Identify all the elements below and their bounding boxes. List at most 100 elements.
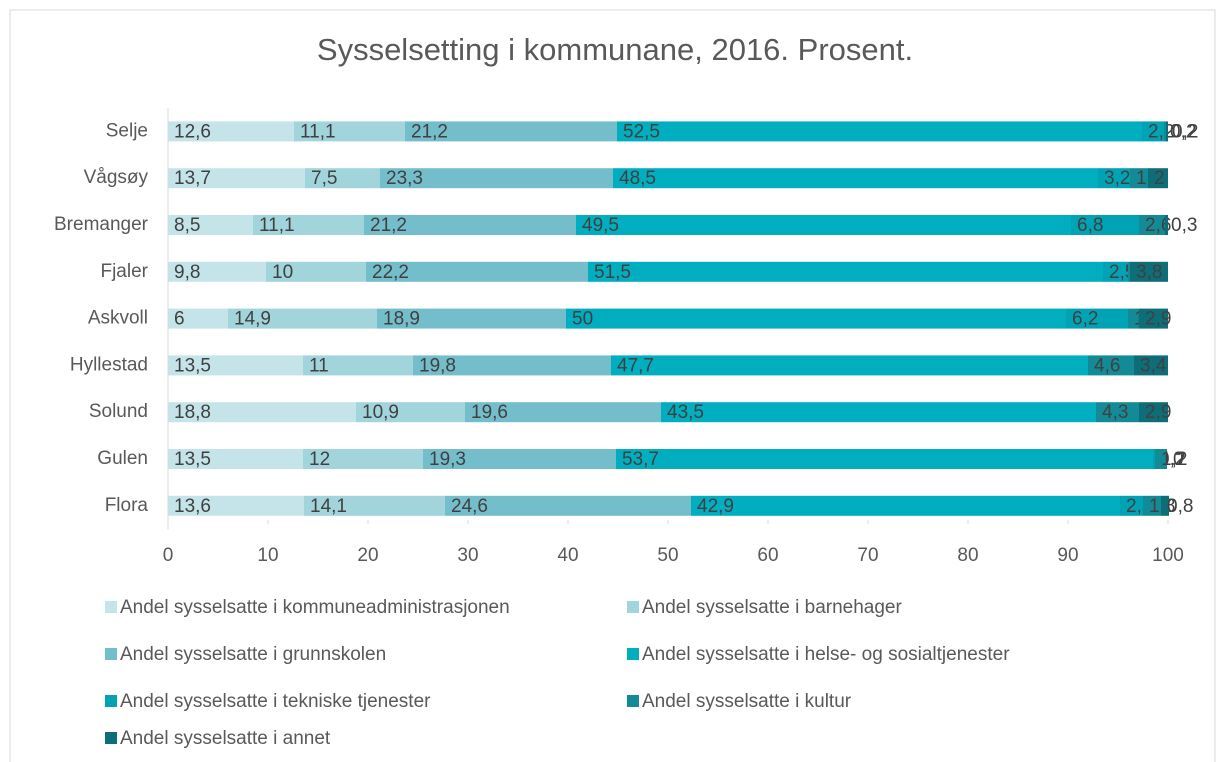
bar-segment	[613, 168, 1098, 189]
bar-segment	[294, 121, 405, 142]
bar-segment	[661, 402, 1096, 423]
bar-segment	[266, 261, 366, 282]
data-label: 8,5	[174, 215, 200, 236]
data-label: 19,8	[419, 355, 456, 376]
bar-segment	[445, 495, 691, 516]
x-tick-label: 0	[163, 545, 174, 566]
bar-segment	[1130, 261, 1168, 282]
data-label: 6,8	[1077, 215, 1103, 236]
bar-segment	[1139, 215, 1165, 235]
legend-swatch	[627, 695, 639, 707]
data-label: 51,5	[594, 262, 631, 283]
bar-segment	[1088, 355, 1134, 376]
data-label: 10	[272, 262, 293, 283]
bar-segment	[168, 402, 356, 423]
bar-segment	[1142, 121, 1164, 142]
legend-label: Andel sysselsatte i helse- og sosialtjen…	[642, 644, 1010, 665]
data-label: 0	[1173, 449, 1184, 470]
data-label: 0,3	[1171, 215, 1197, 236]
data-label: 2	[1154, 168, 1165, 189]
bar-segment	[465, 402, 661, 423]
data-label: 10,9	[362, 402, 399, 423]
bar-segment	[304, 495, 445, 516]
x-tick-label: 20	[357, 545, 378, 566]
bar-segment	[228, 308, 377, 329]
bar-segment	[253, 215, 364, 235]
bar-segment	[1155, 449, 1167, 469]
data-label: 6,2	[1072, 309, 1098, 330]
bar-segment	[364, 215, 576, 235]
bar-segment	[303, 355, 413, 376]
data-label: 23,3	[386, 168, 423, 189]
y-tick-label: Bremanger	[54, 214, 149, 235]
data-label: 24,6	[451, 496, 488, 517]
bar-segment	[1120, 495, 1143, 516]
data-label: 14,1	[310, 496, 347, 517]
data-label: 13,6	[174, 496, 211, 517]
x-tick-label: 100	[1152, 545, 1184, 566]
x-tick-label: 10	[257, 545, 278, 566]
data-label: 19,6	[471, 402, 508, 423]
bar-segment	[380, 168, 613, 189]
data-label: 2,6	[1145, 215, 1171, 236]
data-label: 13,7	[174, 168, 211, 189]
legend-label: Andel sysselsatte i kommuneadministrasjo…	[120, 597, 510, 618]
data-label: 43,5	[667, 402, 704, 423]
data-label: 13,5	[174, 355, 211, 376]
bar-segment	[1096, 402, 1139, 423]
y-tick-label: Askvoll	[88, 308, 148, 329]
legend-label: Andel sysselsatte i tekniske tjenester	[120, 691, 431, 712]
legend-label: Andel sysselsatte i grunnskolen	[120, 644, 386, 665]
bar-segment	[611, 355, 1088, 376]
bar-segment	[356, 402, 465, 423]
data-label: 19,3	[429, 449, 466, 470]
data-label: 18,8	[174, 402, 211, 423]
data-label: 2,9	[1145, 402, 1171, 423]
data-label: 48,5	[619, 168, 656, 189]
legend-label: Andel sysselsatte i barnehager	[642, 597, 902, 618]
bar-segment	[576, 215, 1071, 235]
legend-swatch	[105, 601, 117, 613]
y-tick-label: Solund	[89, 401, 148, 422]
data-label: 3,8	[1136, 262, 1162, 283]
data-label: 18,9	[383, 309, 420, 330]
bar-segment	[1071, 215, 1139, 235]
bar-segment	[1128, 308, 1139, 329]
bar-segment	[168, 215, 253, 235]
data-label: 2,9	[1145, 309, 1171, 330]
y-tick-label: Gulen	[97, 448, 148, 469]
data-label: 22,2	[372, 262, 409, 283]
bar-segment	[1098, 168, 1130, 189]
data-label: 14,9	[234, 309, 271, 330]
bar-segment	[168, 261, 266, 282]
bar-segment	[305, 168, 380, 189]
legend-swatch	[105, 732, 117, 744]
legend-swatch	[627, 648, 639, 660]
chart-title: Sysselsetting i kommunane, 2016. Prosent…	[317, 32, 913, 67]
y-tick-label: Flora	[105, 495, 149, 516]
bar-segment	[1164, 121, 1166, 142]
x-tick-label: 40	[557, 545, 578, 566]
data-label: 0,2	[1172, 121, 1198, 142]
data-label: 21,2	[370, 215, 407, 236]
bar-segment	[616, 449, 1153, 469]
x-tick-label: 90	[1057, 545, 1078, 566]
bar-segment	[1134, 355, 1168, 376]
data-label: 42,9	[697, 496, 734, 517]
legend-swatch	[105, 648, 117, 660]
bar-segment	[1103, 261, 1128, 282]
bar-segment	[588, 261, 1103, 282]
data-label: 6	[174, 309, 185, 330]
bar-segment	[423, 449, 616, 469]
data-label: 11,1	[300, 121, 336, 142]
data-label: 4,6	[1094, 355, 1120, 376]
data-label: 0,2	[1170, 121, 1196, 142]
data-label: 7,5	[311, 168, 337, 189]
data-label: 49,5	[582, 215, 619, 236]
legend-label: Andel sysselsatte i annet	[120, 728, 331, 749]
bar-segment	[168, 308, 228, 329]
data-label: 0,8	[1167, 496, 1193, 517]
x-tick-label: 70	[857, 545, 878, 566]
bar-segment	[168, 355, 303, 376]
